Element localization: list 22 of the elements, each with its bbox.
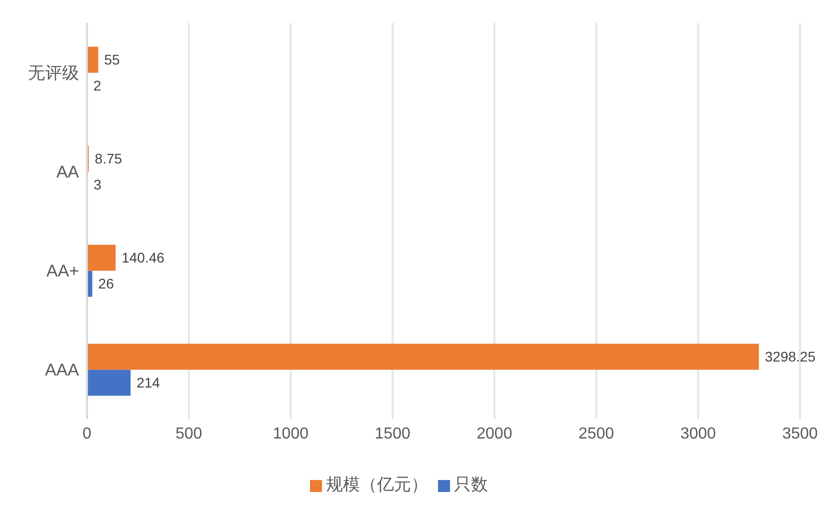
x-tick-label: 2500 (578, 425, 614, 442)
y-tick-label: AA+ (46, 262, 80, 281)
y-tick-label: AAA (44, 360, 80, 380)
x-tick-label: 3500 (782, 425, 818, 442)
x-tick-label: 1500 (374, 425, 410, 442)
legend-label: 规模（亿元） (326, 475, 428, 494)
data-label: 8.75 (94, 150, 122, 167)
data-label: 2 (93, 78, 102, 94)
data-label: 26 (98, 276, 114, 292)
x-tick-label: 1000 (272, 425, 309, 442)
legend-label: 只数 (454, 475, 488, 494)
x-tick-label: 500 (176, 425, 202, 442)
y-tick-label: AA (56, 162, 80, 182)
data-label: 55 (104, 52, 120, 68)
data-label: 140.46 (122, 250, 165, 266)
y-tick-label: 无评级 (28, 64, 79, 83)
x-tick-label: 0 (82, 425, 92, 442)
data-label: 214 (136, 374, 160, 391)
x-tick-label: 3000 (680, 425, 716, 442)
x-tick-label: 2000 (476, 425, 512, 442)
data-label: 3 (94, 176, 102, 193)
data-label: 3298.25 (764, 348, 816, 365)
